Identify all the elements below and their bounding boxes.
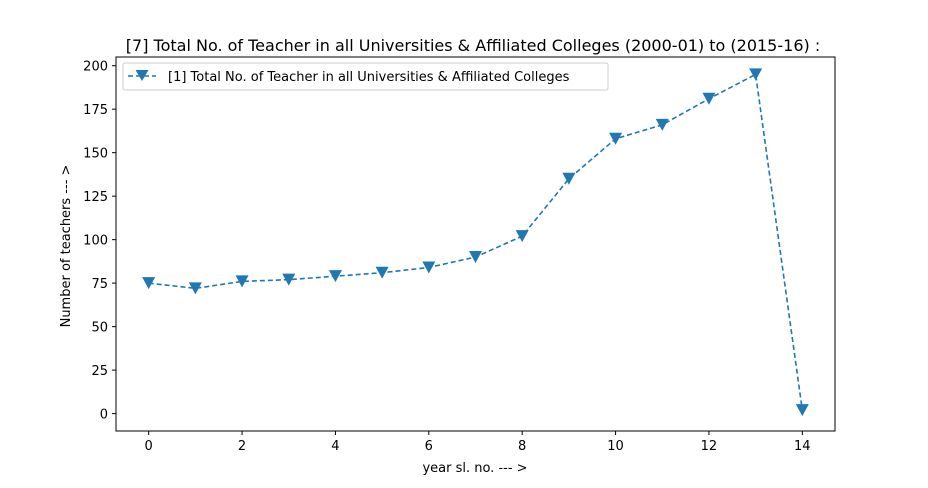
data-point-marker [655, 118, 669, 131]
x-axis: 0 2 4 6 8 10 12 14 [145, 431, 811, 454]
y-tick-label: 25 [91, 364, 108, 379]
x-tick-label: 8 [518, 439, 526, 454]
x-tick-label: 4 [331, 439, 339, 454]
x-tick-label: 0 [145, 439, 153, 454]
data-point-marker [188, 282, 202, 295]
y-tick-label: 200 [83, 60, 108, 75]
data-point-marker [795, 404, 809, 417]
data-point-marker [142, 277, 156, 290]
y-tick-label: 175 [83, 103, 108, 118]
legend: [1] Total No. of Teacher in all Universi… [122, 62, 609, 91]
plot-area: 0 2 4 6 8 10 12 14 0 25 50 75 100 125 150 175 200 [83, 56, 836, 454]
y-axis: 0 25 50 75 100 125 150 175 200 [83, 60, 116, 423]
data-point-marker [515, 230, 529, 243]
y-tick-label: 0 [100, 408, 108, 423]
data-point-marker [422, 261, 436, 274]
x-tick-label: 10 [607, 439, 624, 454]
x-tick-label: 2 [238, 439, 246, 454]
data-point-marker [375, 266, 389, 279]
y-axis-label: Number of teachers --- > [59, 165, 74, 328]
y-tick-label: 150 [83, 147, 108, 162]
legend-box [122, 62, 609, 91]
chart-title: [7] Total No. of Teacher in all Universi… [126, 36, 820, 55]
y-tick-label: 50 [91, 321, 108, 336]
data-point-marker [328, 270, 342, 283]
data-point-marker [702, 92, 716, 105]
y-tick-label: 75 [91, 277, 108, 292]
series-layer [142, 68, 809, 417]
data-point-marker [282, 273, 296, 286]
data-point-marker [609, 132, 623, 145]
x-tick-label: 6 [425, 439, 433, 454]
x-axis-label: year sl. no. --- > [422, 461, 527, 476]
y-tick-label: 125 [83, 190, 108, 205]
data-point-marker [749, 68, 763, 81]
y-tick-label: 100 [83, 234, 108, 249]
x-tick-label: 12 [701, 439, 718, 454]
legend-marker [135, 70, 149, 81]
data-point-marker [235, 275, 249, 288]
data-point-marker [562, 172, 576, 185]
plot-frame [115, 56, 836, 432]
legend-label: [1] Total No. of Teacher in all Universi… [168, 70, 570, 85]
data-point-marker [469, 251, 482, 264]
x-tick-label: 14 [794, 439, 811, 454]
